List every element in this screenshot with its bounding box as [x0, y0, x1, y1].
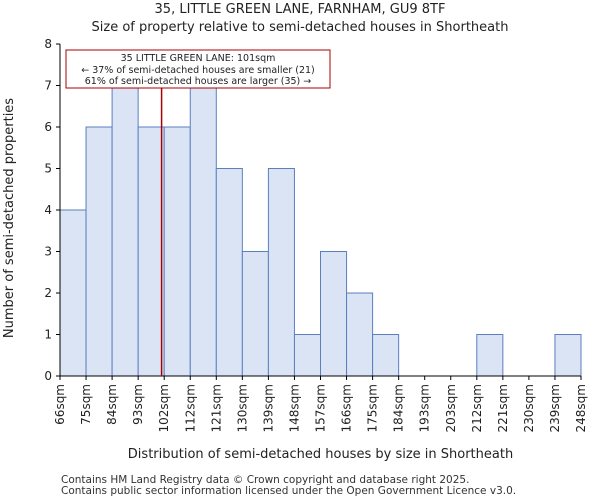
x-tick-label: 175sqm	[366, 384, 380, 432]
x-tick-label: 184sqm	[392, 384, 406, 432]
x-tick-label: 193sqm	[418, 384, 432, 432]
y-axis-label: Number of semi-detached properties	[2, 98, 17, 338]
bar-212sqm	[476, 334, 504, 377]
annotation-rect	[65, 49, 331, 89]
y-tick-label: 7	[44, 79, 52, 93]
footer-licence: Contains public sector information licen…	[61, 485, 517, 497]
ticks: 0 1 2 3 4 5 6 7 8 66sqm 75sqm 84sqm 93sqm 102sqm 112sq…	[44, 37, 588, 432]
bar-84sqm	[111, 85, 139, 377]
x-tick-label: 75sqm	[79, 384, 93, 425]
bar-93sqm	[137, 126, 165, 377]
x-tick-label: 230sqm	[522, 384, 536, 432]
bar-175sqm	[372, 334, 400, 377]
chart-subtitle: Size of property relative to semi-detach…	[91, 20, 509, 35]
y-tick-label: 2	[44, 286, 52, 300]
annotation-line-2: ← 37% of semi-detached houses are smalle…	[81, 65, 315, 76]
x-tick-label: 84sqm	[105, 384, 119, 425]
x-tick-label: 130sqm	[235, 384, 249, 432]
y-tick-label: 3	[44, 245, 52, 259]
x-tick-label: 248sqm	[574, 384, 588, 432]
bar-166sqm	[346, 292, 374, 377]
bar-148sqm	[293, 334, 322, 377]
bar-66sqm	[59, 209, 87, 377]
annotation-box: 35 LITTLE GREEN LANE: 101sqm ← 37% of se…	[65, 49, 331, 89]
y-tick-label: 6	[44, 120, 52, 134]
x-tick-label: 93sqm	[131, 384, 145, 425]
bar-75sqm	[85, 126, 113, 377]
x-tick-label: 212sqm	[470, 384, 484, 432]
y-tick-label: 0	[44, 369, 52, 383]
x-tick-label: 148sqm	[287, 384, 301, 432]
x-tick-label: 166sqm	[340, 384, 354, 432]
y-tick-label: 1	[44, 328, 52, 342]
bar-102sqm	[163, 126, 191, 377]
x-tick-label: 221sqm	[496, 384, 510, 432]
x-axis-label: Distribution of semi-detached houses by …	[128, 447, 513, 462]
x-tick-label: 239sqm	[548, 384, 562, 432]
x-tick-label: 121sqm	[209, 384, 223, 432]
x-tick-label: 139sqm	[261, 384, 275, 432]
x-tick-label: 203sqm	[444, 384, 458, 432]
x-tick-label: 157sqm	[314, 384, 328, 432]
bar-121sqm	[215, 168, 243, 377]
footer-copyright: Contains HM Land Registry data © Crown c…	[61, 474, 470, 486]
x-tick-label: 102sqm	[157, 384, 171, 432]
bar-139sqm	[267, 168, 295, 377]
chart-title: 35, LITTLE GREEN LANE, FARNHAM, GU9 8TF	[154, 2, 446, 17]
x-tick-label: 112sqm	[183, 384, 197, 432]
bar-130sqm	[241, 251, 269, 377]
annotation-line-1: 35 LITTLE GREEN LANE: 101sqm	[121, 53, 276, 64]
bar-112sqm	[189, 85, 217, 377]
bars	[59, 85, 582, 377]
y-tick-label: 4	[44, 203, 52, 217]
x-tick-label: 66sqm	[53, 384, 67, 425]
y-tick-label: 5	[44, 162, 52, 176]
bar-157sqm	[320, 251, 348, 377]
annotation-line-3: 61% of semi-detached houses are larger (…	[85, 76, 312, 87]
bar-239sqm	[554, 334, 582, 377]
y-tick-label: 8	[44, 37, 52, 51]
